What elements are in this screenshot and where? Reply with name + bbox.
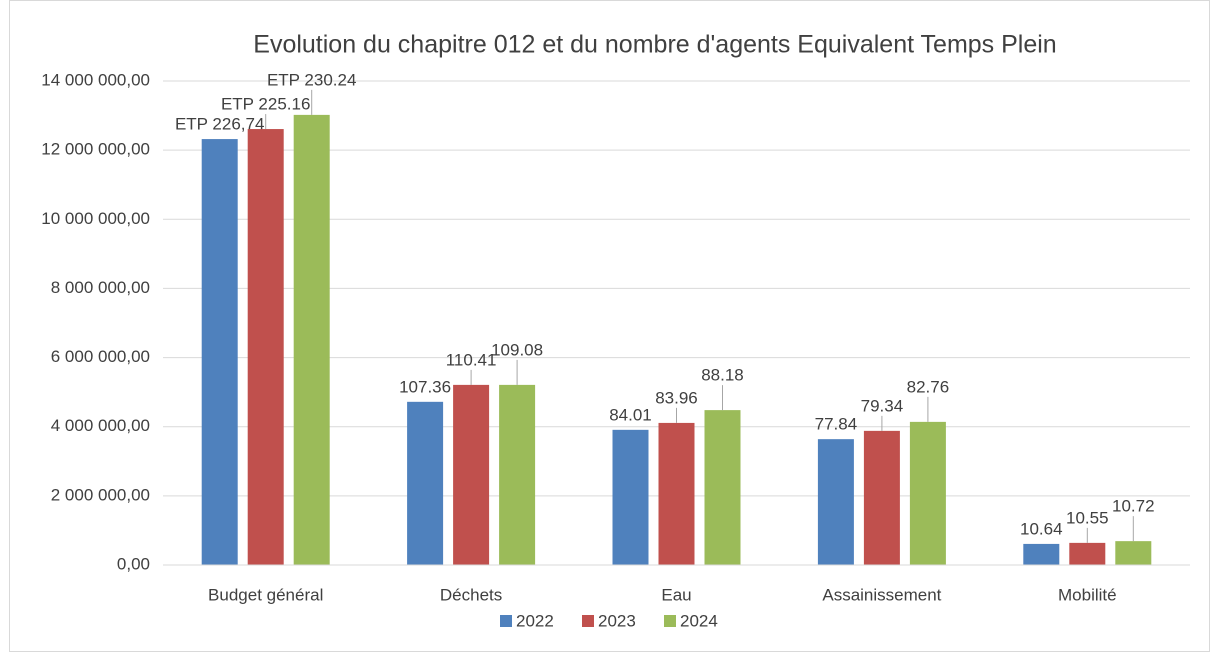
data-label: 10.55 bbox=[1066, 508, 1109, 527]
data-label: 107.36 bbox=[399, 377, 451, 396]
y-tick-label: 10 000 000,00 bbox=[41, 209, 150, 228]
bar bbox=[499, 384, 536, 565]
bar bbox=[1023, 543, 1060, 565]
y-tick-label: 4 000 000,00 bbox=[51, 416, 150, 435]
legend-swatch bbox=[500, 615, 512, 627]
chart-title: Evolution du chapitre 012 et du nombre d… bbox=[253, 31, 1056, 59]
bar bbox=[909, 421, 946, 565]
bar bbox=[658, 422, 695, 565]
bar bbox=[453, 384, 490, 565]
y-tick-label: 6 000 000,00 bbox=[51, 347, 150, 366]
x-tick-label: Eau bbox=[661, 585, 691, 604]
bar bbox=[201, 139, 238, 565]
y-tick-label: 0,00 bbox=[117, 554, 150, 573]
data-label: 84.01 bbox=[609, 405, 652, 424]
x-tick-label: Assainissement bbox=[822, 585, 941, 604]
data-label: ETP 230.24 bbox=[267, 70, 356, 89]
legend-swatch bbox=[664, 615, 676, 627]
y-tick-label: 2 000 000,00 bbox=[51, 485, 150, 504]
data-label: 79.34 bbox=[861, 396, 904, 415]
bar bbox=[1069, 542, 1106, 565]
legend-label: 2024 bbox=[680, 611, 718, 630]
bar bbox=[817, 439, 854, 565]
y-tick-label: 8 000 000,00 bbox=[51, 278, 150, 297]
data-label: 109.08 bbox=[491, 340, 543, 359]
data-label: ETP 226,74 bbox=[175, 115, 264, 134]
data-label: 10.64 bbox=[1020, 519, 1063, 538]
y-tick-label: 14 000 000,00 bbox=[41, 70, 150, 89]
bar bbox=[612, 429, 649, 565]
bar bbox=[1115, 541, 1152, 565]
data-label: 82.76 bbox=[907, 377, 950, 396]
x-tick-label: Mobilité bbox=[1058, 585, 1117, 604]
x-tick-label: Déchets bbox=[440, 585, 502, 604]
data-label: 83.96 bbox=[655, 388, 698, 407]
data-label: 88.18 bbox=[701, 366, 744, 385]
legend-label: 2023 bbox=[598, 611, 636, 630]
bar bbox=[247, 129, 284, 565]
bar bbox=[293, 114, 330, 565]
bar bbox=[407, 401, 444, 565]
data-label: 10.72 bbox=[1112, 497, 1155, 516]
legend-swatch bbox=[582, 615, 594, 627]
data-label: 77.84 bbox=[815, 415, 858, 434]
bar bbox=[863, 430, 900, 565]
legend-label: 2022 bbox=[516, 611, 554, 630]
bar bbox=[704, 410, 741, 565]
y-tick-label: 12 000 000,00 bbox=[41, 140, 150, 159]
data-label: ETP 225.16 bbox=[221, 95, 310, 114]
x-tick-label: Budget général bbox=[208, 585, 323, 604]
data-label: 110.41 bbox=[446, 350, 497, 369]
